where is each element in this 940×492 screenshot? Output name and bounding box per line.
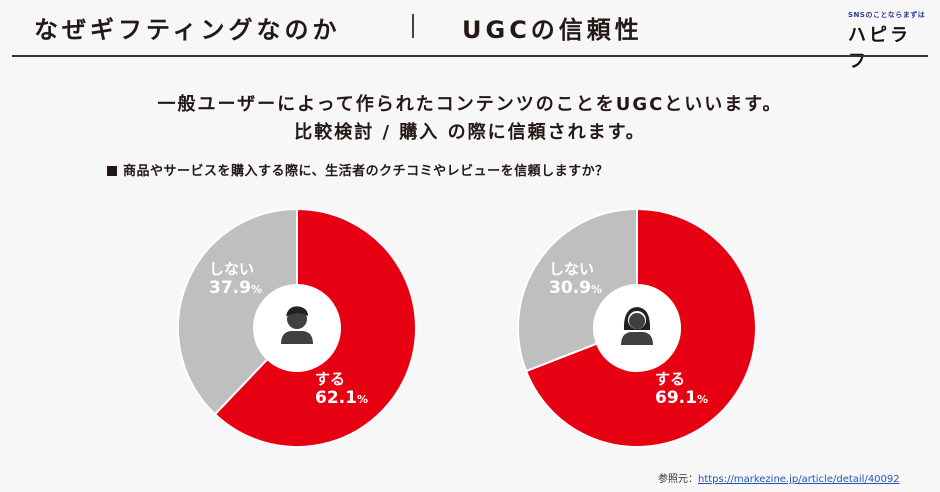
header-divider <box>12 55 928 57</box>
survey-question: 商品やサービスを購入する際に、生活者のクチコミやレビューを信頼しますか？ <box>107 160 609 179</box>
donut-svg <box>177 208 417 448</box>
lead-text-1: 一般ユーザーによって作られたコンテンツのことをUGCといいます。 <box>157 94 783 115</box>
donut-chart-female: しない 30.9% する 69.1% <box>517 208 757 448</box>
no-label: しない 30.9% <box>549 260 602 298</box>
no-label: しない 37.9% <box>209 260 262 298</box>
male-user-icon <box>281 306 313 344</box>
reference: 参照元：https://markezine.jp/article/detail/… <box>658 470 900 485</box>
page-subtitle: UGCの信頼性 <box>462 16 643 44</box>
logo-tagline: SNSのことならまずは <box>848 11 926 19</box>
question-text: 商品やサービスを購入する際に、生活者のクチコミやレビューを信頼しますか？ <box>123 164 609 179</box>
lead-text-2: 比較検討 / 購入 の際に信頼されます。 <box>294 122 646 143</box>
reference-link[interactable]: https://markezine.jp/article/detail/4009… <box>698 474 900 485</box>
female-user-icon <box>621 307 653 345</box>
yes-label: する 62.1% <box>315 370 368 408</box>
reference-label: 参照元： <box>658 474 698 485</box>
brand-logo: SNSのことならまずは ハピラフ <box>848 10 928 73</box>
bullet-square-icon <box>107 166 117 176</box>
donut-chart-male: しない 37.9% する 62.1% <box>177 208 417 448</box>
slice-no <box>517 208 638 373</box>
yes-label: する 69.1% <box>655 370 708 408</box>
logo-name: ハピラフ <box>848 25 911 72</box>
header-separator <box>412 14 414 38</box>
page-title: なぜギフティングなのか <box>34 16 341 44</box>
donut-svg <box>517 208 757 448</box>
